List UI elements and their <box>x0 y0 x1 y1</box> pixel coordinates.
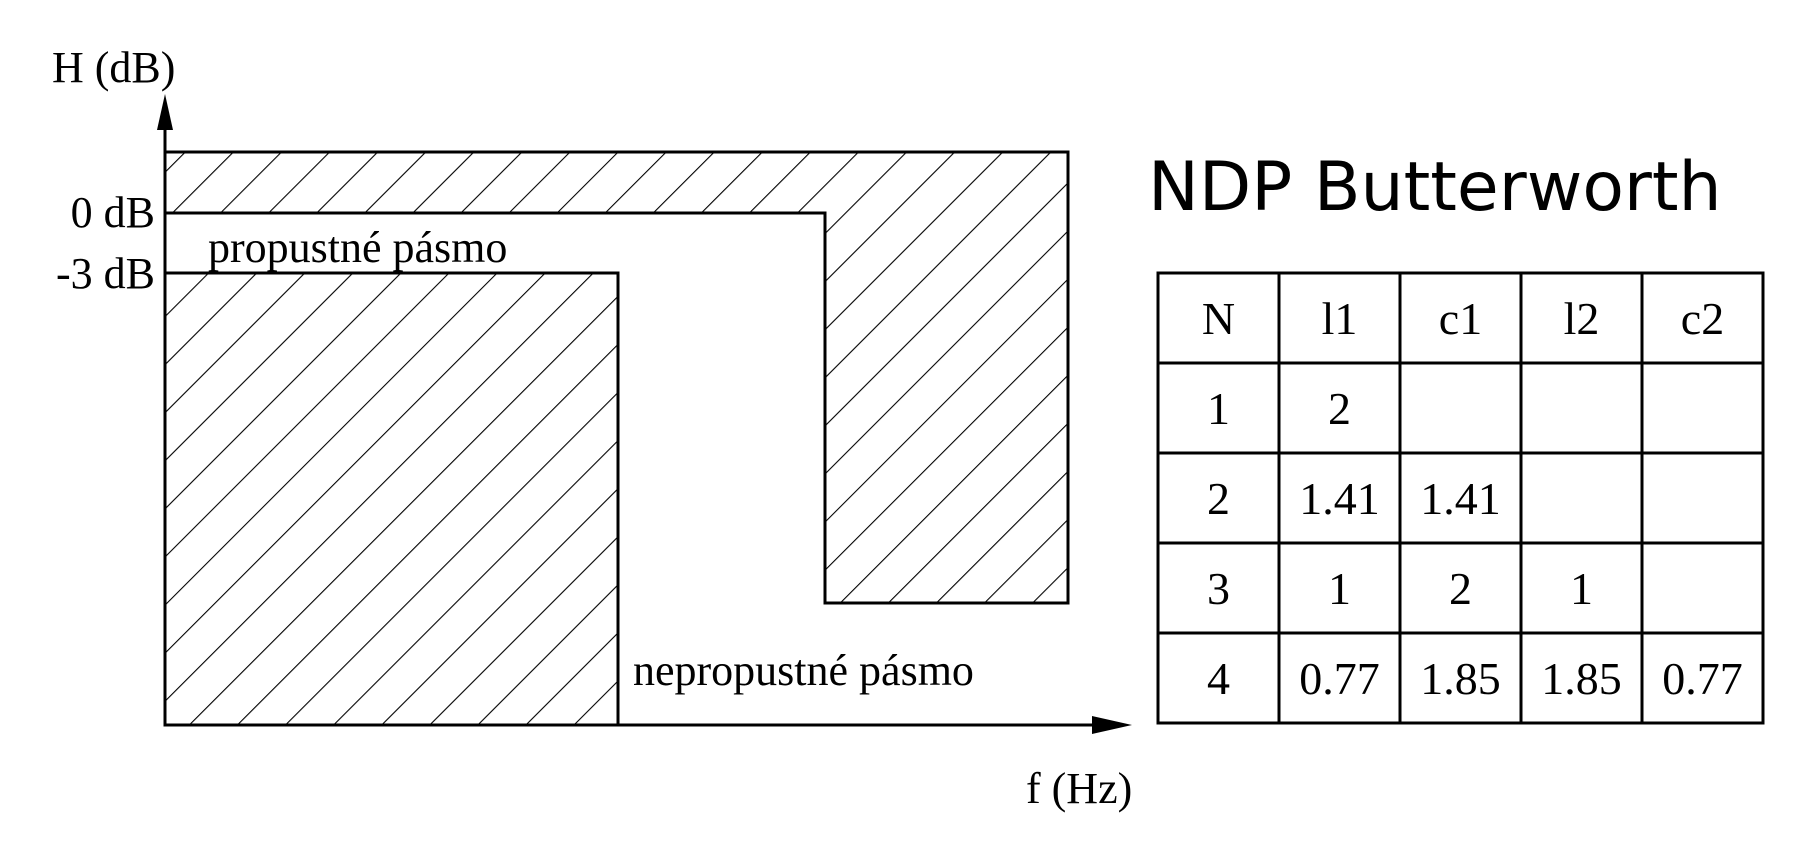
table-header-cell: N <box>1202 293 1235 344</box>
table-cell: 2 <box>1207 473 1230 524</box>
lower-hatched-region <box>163 271 620 727</box>
table-cell: 0.77 <box>1662 653 1743 704</box>
table-cell: 2 <box>1328 383 1351 434</box>
stopband-label: nepropustné pásmo <box>633 646 974 695</box>
table-title: NDP Butterworth <box>1148 148 1722 227</box>
x-axis-arrow <box>1092 716 1132 734</box>
table-header-cell: c1 <box>1439 293 1482 344</box>
table-frame <box>1156 271 1765 725</box>
table-cell: 1.41 <box>1299 473 1380 524</box>
table-cell: 1.41 <box>1420 473 1501 524</box>
table-cell: 1 <box>1328 563 1351 614</box>
level-3db-label: -3 dB <box>56 249 155 298</box>
table-header-cell: c2 <box>1681 293 1724 344</box>
passband-label: propustné pásmo <box>208 223 507 272</box>
table-cell: 1.85 <box>1541 653 1622 704</box>
table-cell: 1 <box>1570 563 1593 614</box>
level-0db-label: 0 dB <box>71 188 155 237</box>
table-header-cell: l2 <box>1564 293 1600 344</box>
table-cell: 1.85 <box>1420 653 1501 704</box>
table-cell: 3 <box>1207 563 1230 614</box>
y-axis-arrow <box>157 94 173 130</box>
table-header-cell: l1 <box>1322 293 1358 344</box>
table-cell: 0.77 <box>1299 653 1380 704</box>
y-axis-label: H (dB) <box>52 43 175 92</box>
table-cell: 4 <box>1207 653 1230 704</box>
x-axis-label: f (Hz) <box>1026 764 1132 813</box>
table-cell: 2 <box>1449 563 1472 614</box>
table-cell: 1 <box>1207 383 1230 434</box>
